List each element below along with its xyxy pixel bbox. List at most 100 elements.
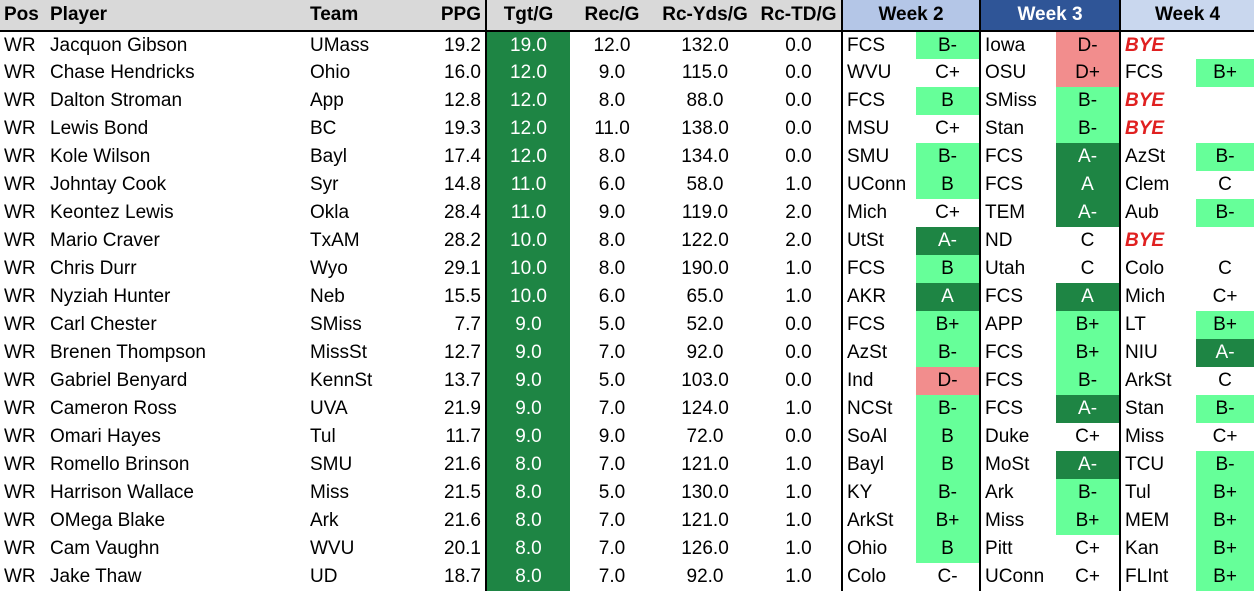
week-3-opponent: OSU (979, 59, 1057, 87)
week-4-opponent: LT (1119, 311, 1197, 339)
header-week-3: Week 3 (979, 0, 1121, 32)
table-row: WR Omari Hayes Tul 11.7 9.0 9.0 72.0 0.0 SoAl B Du… (0, 423, 1254, 451)
pos-cell: WR (4, 90, 36, 111)
week-2-grade: B- (916, 31, 981, 59)
tgt-cell: 11.0 (485, 199, 570, 227)
week-2-grade: A- (916, 227, 981, 255)
table-row: WR Nyziah Hunter Neb 15.5 10.0 6.0 65.0 1.0 AKR A… (0, 283, 1254, 311)
yds-cell: 92.0 (686, 342, 724, 363)
team-cell: UVA (310, 398, 348, 419)
week-2-grade: C+ (916, 59, 981, 87)
team-cell: WVU (310, 538, 355, 559)
table-row: WR Lewis Bond BC 19.3 12.0 11.0 138.0 0.0 MSU C+ S… (0, 115, 1254, 143)
team-cell: MissSt (310, 342, 367, 363)
ppg-cell: 21.9 (444, 398, 481, 419)
week-2-grade: B (916, 423, 981, 451)
week-2-opponent: UtSt (841, 227, 916, 255)
rec-cell: 12.0 (593, 34, 631, 56)
week-4-grade (1196, 227, 1254, 255)
tgt-cell: 11.0 (485, 171, 570, 199)
ppg-cell: 21.6 (444, 454, 481, 475)
pos-cell: WR (4, 146, 36, 167)
week-2-opponent: KY (841, 479, 916, 507)
yds-cell: 138.0 (681, 118, 729, 139)
table-row: WR Harrison Wallace Miss 21.5 8.0 5.0 130.0 1.0… (0, 479, 1254, 507)
week-4-grade: B+ (1196, 563, 1254, 591)
week-4-grade: B+ (1196, 507, 1254, 535)
header-week-4: Week 4 (1119, 0, 1254, 32)
yds-cell: 88.0 (686, 90, 724, 111)
team-cell: UD (310, 566, 338, 587)
player-cell: Johntay Cook (50, 174, 167, 195)
table-row: WR Chase Hendricks Ohio 16.0 12.0 9.0 115.0 0.0… (0, 59, 1254, 87)
pos-cell: WR (4, 62, 36, 83)
player-cell: Omari Hayes (50, 426, 161, 447)
ppg-cell: 28.4 (444, 202, 481, 223)
week-4-opponent: TCU (1119, 451, 1197, 479)
team-cell: Neb (310, 286, 345, 307)
yds-cell: 65.0 (686, 286, 724, 307)
ppg-cell: 15.5 (444, 286, 481, 307)
week-2-opponent: Bayl (841, 451, 916, 479)
team-cell: Ark (310, 510, 339, 531)
week-2-grade: C+ (916, 199, 981, 227)
week-4-opponent: Mich (1119, 283, 1197, 311)
tgt-cell: 9.0 (485, 423, 570, 451)
td-cell: 2.0 (785, 202, 812, 223)
week-2-grade: B (916, 171, 981, 199)
tgt-cell: 8.0 (485, 563, 570, 591)
rec-cell: 7.0 (598, 398, 626, 419)
week-4-grade (1196, 115, 1254, 143)
yds-cell: 124.0 (681, 398, 729, 419)
td-cell: 1.0 (785, 258, 812, 279)
table-row: WR Johntay Cook Syr 14.8 11.0 6.0 58.0 1.0 UConn… (0, 171, 1254, 199)
header-ppg: PPG (406, 0, 486, 32)
week-2-opponent: Colo (841, 563, 916, 591)
week-2-opponent: Mich (841, 199, 916, 227)
week-4-opponent: Tul (1119, 479, 1197, 507)
rec-cell: 6.0 (598, 286, 626, 307)
td-cell: 0.0 (785, 146, 812, 167)
player-cell: Brenen Thompson (50, 342, 206, 363)
week-3-opponent: APP (979, 311, 1057, 339)
yds-cell: 134.0 (681, 146, 729, 167)
week-3-grade: B+ (1056, 311, 1121, 339)
week-3-opponent: UConn (979, 563, 1057, 591)
team-cell: Syr (310, 174, 339, 195)
week-4-grade: B- (1196, 199, 1254, 227)
pos-cell: WR (4, 230, 36, 251)
week-3-opponent: FCS (979, 171, 1057, 199)
week-3-opponent: FCS (979, 283, 1057, 311)
player-cell: Kole Wilson (50, 146, 151, 167)
week-2-grade: B- (916, 479, 981, 507)
week-4-opponent: BYE (1119, 227, 1197, 255)
team-cell: Miss (310, 482, 350, 503)
tgt-cell: 12.0 (485, 143, 570, 171)
week-2-opponent: NCSt (841, 395, 916, 423)
header-player: Player (46, 0, 306, 32)
ppg-cell: 12.8 (444, 90, 481, 111)
rec-cell: 5.0 (598, 482, 626, 503)
ppg-cell: 29.1 (444, 258, 481, 279)
tgt-cell: 9.0 (485, 311, 570, 339)
player-cell: Mario Craver (50, 230, 160, 251)
rec-cell: 5.0 (598, 314, 626, 335)
pos-cell: WR (4, 118, 36, 139)
pos-cell: WR (4, 454, 36, 475)
week-4-opponent: ArkSt (1119, 367, 1197, 395)
week-2-opponent: FCS (841, 87, 916, 115)
week-4-grade: C+ (1196, 423, 1254, 451)
player-cell: Dalton Stroman (50, 90, 183, 111)
rec-cell: 11.0 (594, 118, 630, 139)
pos-cell: WR (4, 202, 36, 223)
player-cell: Cameron Ross (50, 398, 177, 419)
tgt-cell: 8.0 (485, 535, 570, 563)
header-pos: Pos (0, 0, 46, 32)
table-row: WR Cam Vaughn WVU 20.1 8.0 7.0 126.0 1.0 Ohio B Pi… (0, 535, 1254, 563)
week-2-opponent: WVU (841, 59, 916, 87)
header-row: Pos Player Team PPG Tgt/G Rec/G Rc-Yds/G… (0, 0, 1254, 32)
week-3-opponent: ND (979, 227, 1057, 255)
td-cell: 0.0 (785, 370, 812, 391)
pos-cell: WR (4, 370, 36, 391)
week-2-grade: B+ (916, 507, 981, 535)
